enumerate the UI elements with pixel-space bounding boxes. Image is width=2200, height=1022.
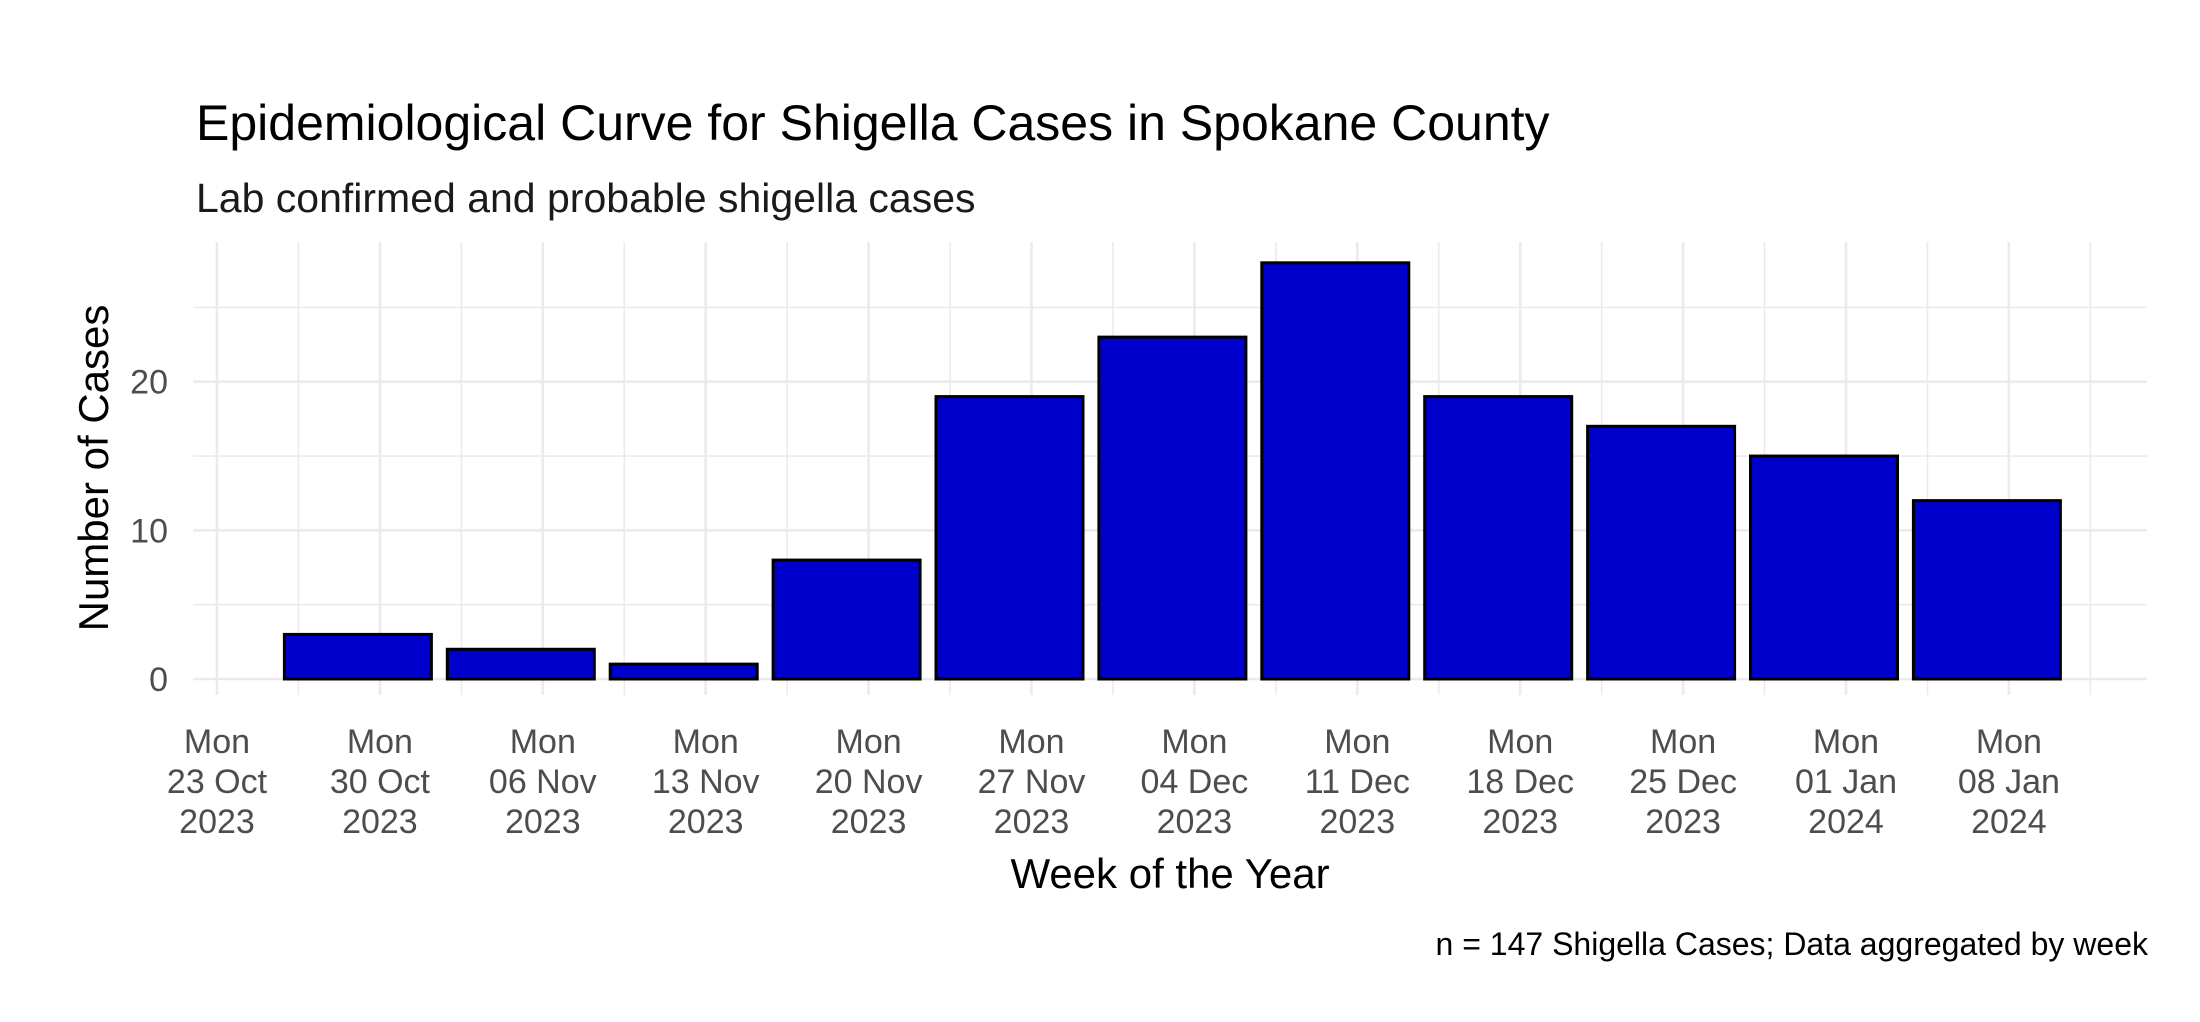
x-tick-label: Mon 13 Nov 2023 — [652, 723, 760, 841]
bar-week-30-oct — [282, 632, 433, 681]
x-tick-label: Mon 11 Dec 2023 — [1305, 723, 1410, 841]
plot-panel — [193, 242, 2147, 695]
bar-week-01-jan — [1749, 454, 1899, 681]
x-tick-label: Mon 30 Oct 2023 — [330, 723, 431, 841]
bar-week-08-jan — [1911, 499, 2062, 681]
bar-week-11-dec — [1260, 261, 1411, 681]
x-tick-label: Mon 04 Dec 2023 — [1141, 723, 1249, 841]
bar-week-27-nov — [934, 395, 1085, 681]
chart-title: Epidemiological Curve for Shigella Cases… — [196, 95, 1550, 151]
chart-caption: n = 147 Shigella Cases; Data aggregated … — [1436, 926, 2149, 962]
x-tick-label: Mon 08 Jan 2024 — [1958, 723, 2060, 841]
x-tick-label: Mon 27 Nov 2023 — [978, 723, 1086, 841]
x-tick-label: Mon 01 Jan 2024 — [1795, 723, 1897, 841]
x-tick-label: Mon 18 Dec 2023 — [1466, 723, 1574, 841]
x-axis-title: Week of the Year — [1010, 850, 1329, 897]
y-tick-label: 10 — [130, 512, 168, 550]
y-tick-label: 20 — [130, 364, 168, 402]
bar-week-18-dec — [1423, 395, 1574, 681]
x-tick-label: Mon 06 Nov 2023 — [489, 723, 597, 841]
x-axis-tick-labels: Mon 23 Oct 2023 Mon 30 Oct 2023 Mon 06 Nov 2023 M… — [167, 723, 2060, 841]
bar-week-20-nov — [771, 558, 922, 681]
y-axis-tick-labels: 0 10 20 — [130, 364, 168, 699]
y-axis-title: Number of Cases — [70, 305, 117, 632]
bar-week-04-dec — [1097, 335, 1248, 681]
x-tick-label: Mon 20 Nov 2023 — [815, 723, 923, 841]
chart-subtitle: Lab confirmed and probable shigella case… — [196, 175, 976, 221]
x-tick-label: Mon 23 Oct 2023 — [167, 723, 268, 841]
bar-week-13-nov — [608, 662, 759, 681]
y-tick-label: 0 — [149, 661, 168, 699]
bars — [282, 261, 2062, 681]
bar-week-25-dec — [1586, 424, 1737, 681]
bar-week-06-nov — [445, 647, 596, 681]
x-tick-label: Mon 25 Dec 2023 — [1629, 723, 1737, 841]
